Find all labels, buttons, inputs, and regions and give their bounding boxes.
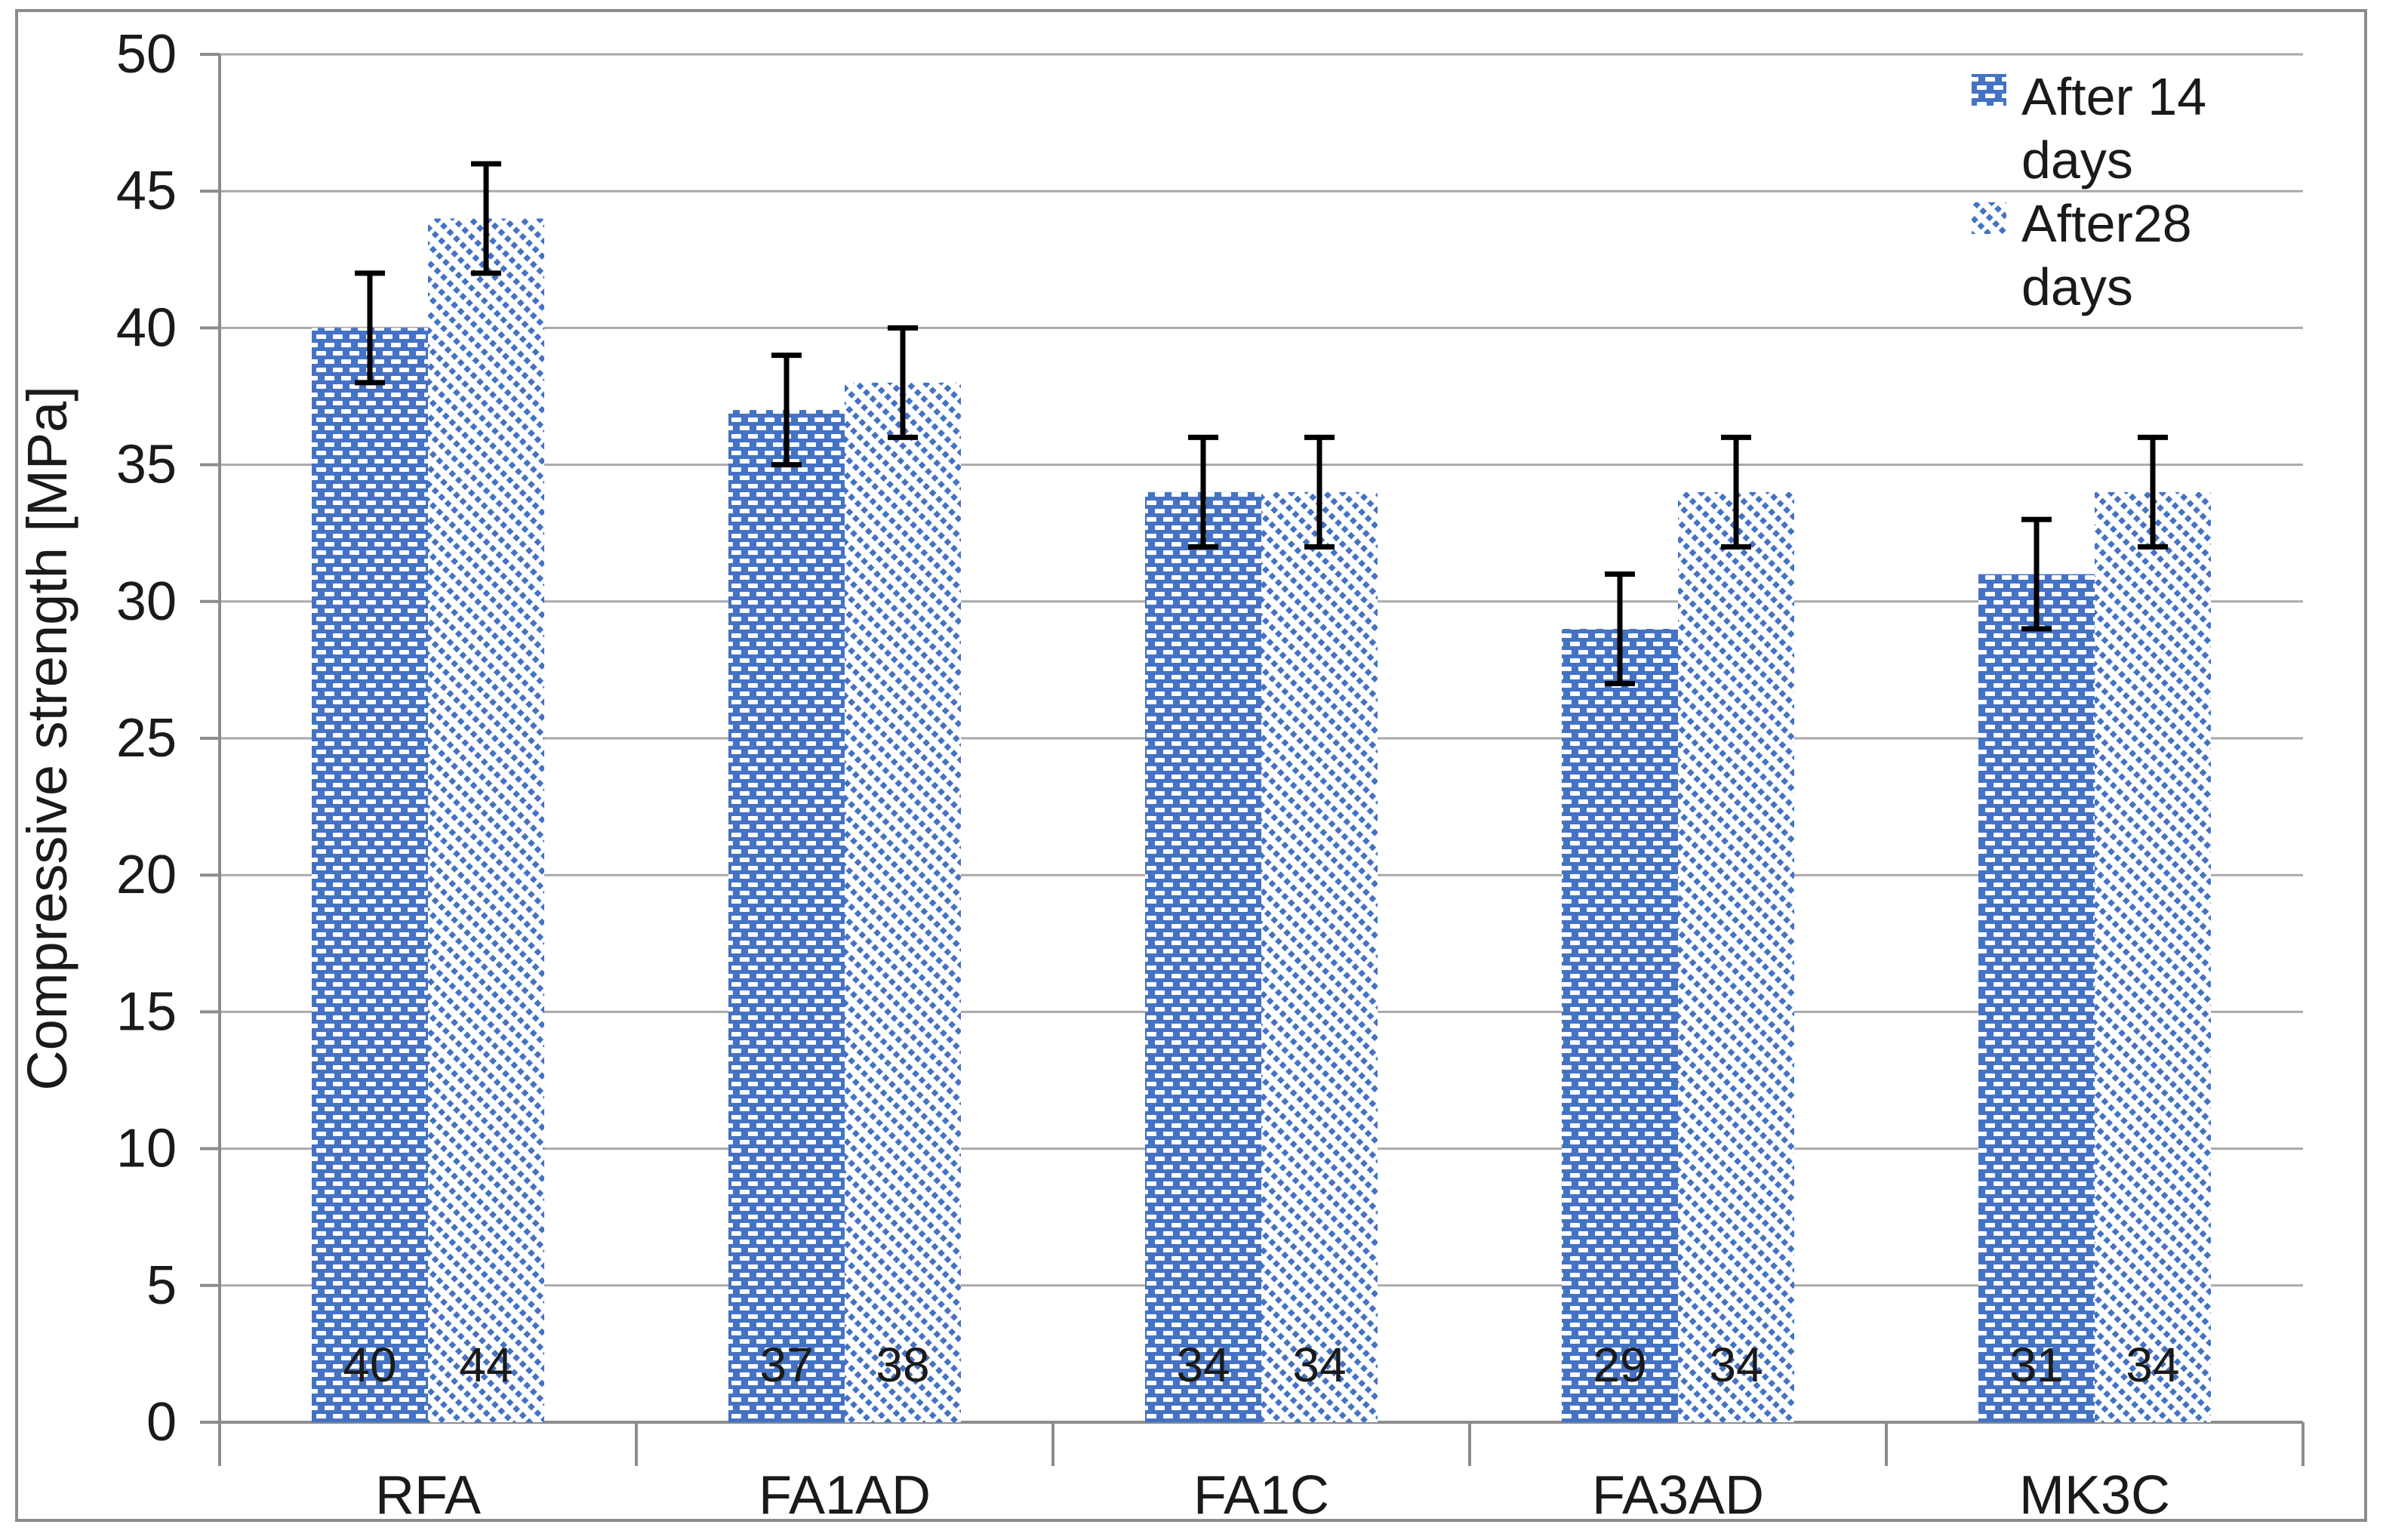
legend-label-series2-line2: days <box>2021 257 2133 316</box>
bar-series2-MK3C <box>2095 491 2211 1422</box>
category-label-FA3AD: FA3AD <box>1592 1465 1764 1526</box>
data-label-series2-FA1C: 34 <box>1292 1338 1346 1392</box>
data-label-series1-FA1C: 34 <box>1176 1338 1230 1392</box>
category-label-RFA: RFA <box>375 1465 481 1526</box>
data-label-series2-RFA: 44 <box>459 1338 513 1392</box>
bar-series1-RFA <box>312 328 428 1422</box>
data-label-series2-FA1AD: 38 <box>876 1338 929 1392</box>
data-label-series1-FA3AD: 29 <box>1593 1338 1646 1392</box>
legend-label-series1-line1: After 14 <box>2021 67 2206 126</box>
y-axis-title: Compressive strength [MPa] <box>16 386 79 1091</box>
error-bar-series2-FA1C <box>1304 434 1335 550</box>
bars-layer <box>312 218 2211 1423</box>
bar-series2-FA1AD <box>845 382 961 1422</box>
bar-series1-FA1C <box>1145 491 1261 1422</box>
category-label-MK3C: MK3C <box>2019 1465 2170 1526</box>
y-tick-label-10: 10 <box>116 1119 177 1179</box>
y-tick-label-25: 25 <box>116 708 177 768</box>
data-label-series2-MK3C: 34 <box>2126 1338 2179 1392</box>
y-tick-label-0: 0 <box>146 1392 177 1452</box>
figure-border <box>15 9 2367 1522</box>
error-bars-layer <box>355 161 2168 687</box>
error-bar-series1-FA3AD <box>1605 571 1635 687</box>
legend-label-series1-line2: days <box>2021 131 2133 189</box>
legend-label-series2-line1: After28 <box>2021 194 2192 253</box>
error-bar-series2-RFA <box>471 161 501 276</box>
error-bar-series1-FA1AD <box>771 353 802 468</box>
y-tick-label-50: 50 <box>116 24 177 85</box>
bar-series1-MK3C <box>1978 574 2095 1422</box>
error-bar-series1-MK3C <box>2021 516 2052 632</box>
error-bar-series1-RFA <box>355 270 385 386</box>
y-tick-label-20: 20 <box>116 845 177 905</box>
error-bar-series2-FA1AD <box>888 325 918 440</box>
data-label-series1-MK3C: 31 <box>2009 1338 2063 1392</box>
labels-layer: 40 44 RFA 37 38 FA1AD 34 34 FA1C 29 34 FA3AD 31 34 MK3… <box>343 1338 2179 1526</box>
y-tick-label-40: 40 <box>116 297 177 358</box>
y-tick-label-15: 15 <box>116 981 177 1042</box>
error-bar-series1-FA1C <box>1188 434 1218 550</box>
y-tick-label-35: 35 <box>116 435 177 495</box>
y-tick-label-45: 45 <box>116 161 177 221</box>
data-label-series1-FA1AD: 37 <box>759 1338 813 1392</box>
gridlines-layer <box>220 53 2303 1287</box>
y-tick-label-5: 5 <box>146 1255 177 1316</box>
bar-series1-FA1AD <box>728 410 845 1422</box>
error-bar-series2-MK3C <box>2138 434 2168 550</box>
data-label-series2-FA3AD: 34 <box>1709 1338 1763 1392</box>
legend-swatch-diagonal-icon <box>1972 202 2006 234</box>
legend-swatch-checker-icon <box>1972 74 2006 106</box>
category-label-FA1C: FA1C <box>1193 1465 1329 1526</box>
bar-series2-RFA <box>428 218 544 1423</box>
data-label-series1-RFA: 40 <box>343 1338 396 1392</box>
bar-series2-FA3AD <box>1678 491 1794 1422</box>
bar-series1-FA3AD <box>1562 629 1678 1422</box>
error-bar-series2-FA3AD <box>1721 434 1751 550</box>
y-tick-label-30: 30 <box>116 571 177 632</box>
bar-series2-FA1C <box>1261 491 1378 1422</box>
axes-layer: 0 5 10 15 20 25 30 35 40 45 50 Compressive strength… <box>16 24 2304 1466</box>
category-label-FA1AD: FA1AD <box>759 1465 931 1526</box>
